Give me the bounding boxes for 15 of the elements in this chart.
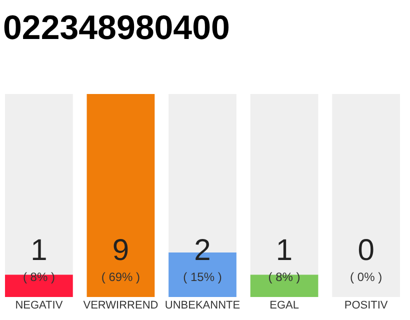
annotation: ( 69% ) [101, 270, 140, 284]
x-tick-label: POSITIV [344, 300, 388, 312]
x-tick-label: EGAL [270, 300, 299, 312]
x-tick-label: UNBEKANNTE [164, 300, 240, 312]
annotation: ( 8% ) [22, 270, 55, 284]
x-tick-label: NEGATIV [15, 300, 64, 312]
chart-title: 022348980400 [3, 9, 230, 47]
text: 0 [358, 234, 374, 267]
annotation: ( 8% ) [268, 270, 300, 284]
text: 1 [30, 234, 48, 267]
annotation: ( 15% ) [183, 270, 222, 284]
x-tick-label: VERWIRREND [83, 300, 158, 312]
text: 1 [276, 234, 293, 267]
annotation: ( 0% ) [350, 270, 382, 284]
text: 9 [112, 234, 130, 267]
